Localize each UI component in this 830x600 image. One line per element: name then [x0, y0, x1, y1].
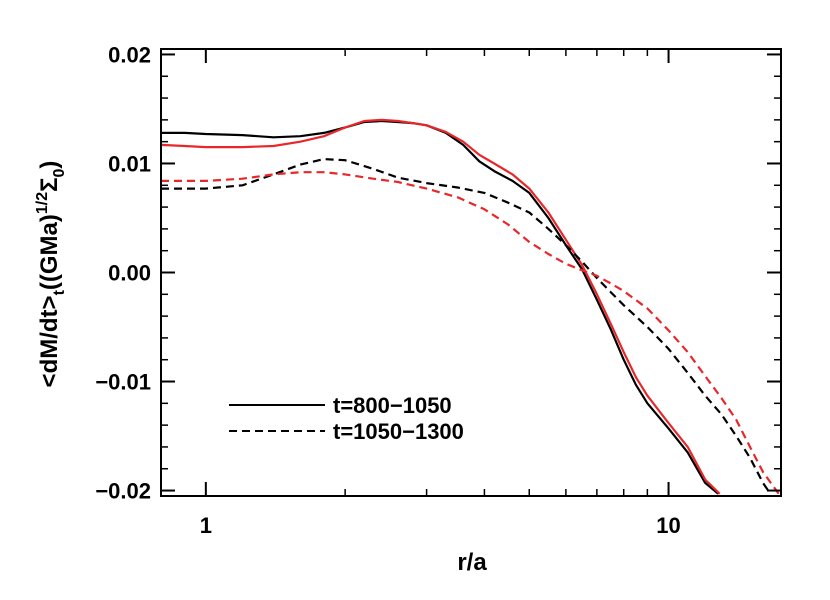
y-tick-label: 0.01	[108, 151, 151, 176]
y-axis-title-sub: 0	[51, 168, 68, 177]
y-axis-title-sup: 1/2	[34, 192, 51, 214]
legend: t=800−1050 t=1050−1300	[229, 393, 464, 444]
plot-frame	[160, 48, 782, 497]
legend-label-2: t=1050−1300	[333, 419, 464, 444]
axes: 1 10 0.02 0.01 0.00 −0.01 −0.02	[95, 42, 782, 538]
y-axis-title: <dM/dt>t((GMa)1/2Σ0)	[34, 161, 68, 388]
series-line-4	[161, 171, 780, 495]
y-tick-label: −0.02	[95, 479, 151, 504]
x-tick-label: 1	[200, 513, 212, 538]
x-axis-title: r/a	[457, 549, 487, 576]
legend-label-1: t=800−1050	[333, 393, 452, 418]
y-axis-title-sub: t	[51, 289, 68, 295]
y-tick-label: 0.02	[108, 42, 151, 67]
series-group	[161, 118, 780, 495]
y-tick-label: 0.00	[108, 261, 151, 286]
y-axis-title-sigma: Σ	[36, 177, 63, 191]
series-line-3	[161, 158, 772, 495]
series-line-1	[161, 119, 719, 495]
y-axis-title-part: <dM/dt>	[36, 295, 63, 387]
series-line-2	[161, 118, 721, 495]
y-axis-title-part: )	[36, 161, 63, 169]
y-axis-title-part: ((GMa)	[36, 214, 63, 290]
x-tick-label: 10	[656, 513, 680, 538]
y-tick-label: −0.01	[95, 370, 151, 395]
